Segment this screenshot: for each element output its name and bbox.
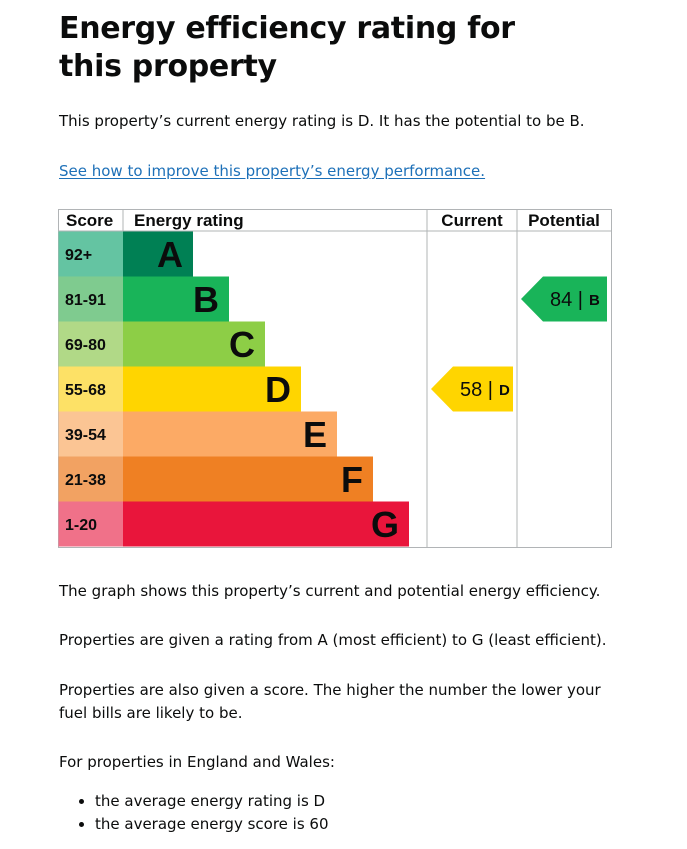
improve-energy-link[interactable]: See how to improve this property’s energ… — [59, 162, 486, 180]
score-range-d: 55-68 — [65, 382, 106, 399]
rating-description: Properties are given a rating from A (mo… — [59, 631, 607, 649]
rating-bar-a — [123, 231, 193, 277]
rating-letter-e: E — [303, 414, 327, 455]
average-score-item: the average energy score is 60 — [95, 813, 615, 836]
score-description: Properties are also given a score. The h… — [59, 681, 601, 722]
score-cell-d — [58, 366, 123, 412]
score-range-b: 81-91 — [65, 292, 106, 309]
score-cell-g — [58, 501, 123, 547]
rating-bar-f — [123, 456, 373, 502]
rating-letter-d: D — [265, 369, 291, 410]
rating-summary: This property’s current energy rating is… — [59, 112, 585, 130]
score-range-a: 92+ — [65, 247, 92, 264]
average-rating-item: the average energy rating is D — [95, 790, 615, 813]
score-cell-a — [58, 231, 123, 277]
page-title: Energy efficiency rating for this proper… — [59, 11, 515, 84]
score-cell-b — [58, 276, 123, 322]
potential-rating-band: B — [589, 292, 600, 309]
score-range-f: 21-38 — [65, 472, 106, 489]
rating-letter-a: A — [157, 234, 183, 275]
rating-letter-f: F — [341, 459, 363, 500]
header-score: Score — [66, 211, 113, 230]
current-rating-score: 58 | — [460, 379, 493, 401]
score-range-e: 39-54 — [65, 427, 106, 444]
averages-list: the average energy rating is D the avera… — [59, 790, 615, 836]
score-range-g: 1-20 — [65, 517, 97, 534]
score-range-c: 69-80 — [65, 337, 106, 354]
region-intro: For properties in England and Wales: — [59, 753, 335, 771]
header-energy-rating: Energy rating — [134, 211, 244, 230]
rating-letter-g: G — [371, 504, 399, 545]
rating-bar-g — [123, 501, 409, 547]
rating-bar-c — [123, 321, 265, 367]
rating-bar-d — [123, 366, 301, 412]
header-potential: Potential — [528, 211, 600, 230]
rating-bar-e — [123, 411, 337, 457]
energy-rating-chart: Score Energy rating Current Potential 92+ A 81… — [58, 209, 612, 554]
potential-rating-arrow — [521, 276, 607, 322]
current-rating-arrow — [431, 366, 513, 412]
rating-letter-b: B — [193, 279, 219, 320]
header-current: Current — [441, 211, 503, 230]
rating-bar-b — [123, 276, 229, 322]
current-rating-band: D — [499, 382, 510, 399]
score-cell-e — [58, 411, 123, 457]
potential-rating-score: 84 | — [550, 289, 583, 311]
score-cell-f — [58, 456, 123, 502]
graph-description: The graph shows this property’s current … — [59, 582, 601, 600]
rating-letter-c: C — [229, 324, 255, 365]
score-cell-c — [58, 321, 123, 367]
